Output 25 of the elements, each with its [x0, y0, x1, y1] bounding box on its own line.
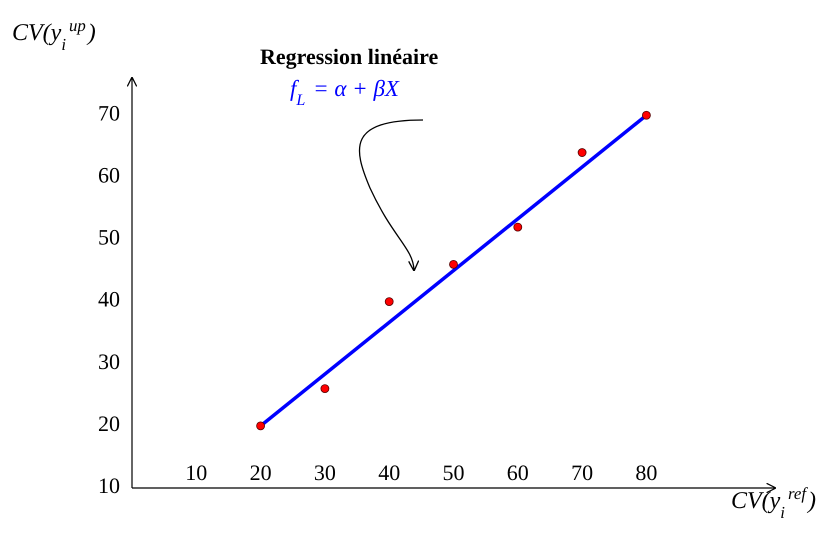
- point: [256, 421, 265, 430]
- point: [642, 110, 651, 120]
- x-axis-title: CV(y$_{i}$$^{ref}$): [730, 484, 816, 522]
- x-tick-label: 50: [442, 460, 464, 485]
- y-tick-label: 60: [98, 162, 120, 188]
- point: [449, 260, 458, 269]
- point: [320, 384, 330, 394]
- x-tick-label: 20: [250, 460, 272, 485]
- x-tick-label: 80: [635, 460, 658, 485]
- annotation: f$_{L}$ = α + βX: [290, 76, 400, 108]
- text: Regression linéaire: [260, 44, 438, 69]
- x-tick-label: 60: [506, 460, 529, 485]
- y-axis-title: CV(y$_{i}$$^{up}$): [12, 16, 96, 54]
- x-tick-label: 30: [314, 460, 336, 485]
- y-tick-label: 30: [98, 348, 120, 374]
- x-tick-label: 40: [378, 460, 400, 485]
- point: [384, 297, 394, 306]
- y-tick-label: 20: [98, 410, 120, 436]
- x-tick-label: 10: [185, 460, 208, 485]
- point: [578, 148, 586, 157]
- y-tick-label: 70: [98, 100, 120, 126]
- x-tick-label: 70: [571, 460, 594, 485]
- point: [513, 222, 522, 232]
- y-tick-label: 40: [98, 286, 120, 312]
- y-tick-label: 50: [98, 224, 120, 250]
